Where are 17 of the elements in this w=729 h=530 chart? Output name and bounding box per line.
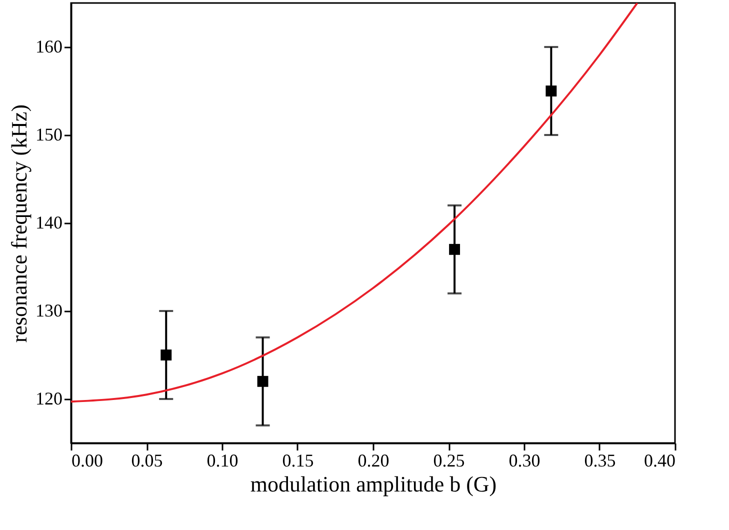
x-tick-label: 0.25 <box>433 450 465 470</box>
line-series <box>71 3 638 403</box>
y-tick-label: 160 <box>36 36 62 56</box>
x-tick-label: 0.35 <box>584 450 616 470</box>
x-tick-label: 0.05 <box>131 450 163 470</box>
y-tick-label: 130 <box>36 300 62 320</box>
y-tick-label: 140 <box>36 212 62 232</box>
x-tick-label: 0.40 <box>644 450 676 470</box>
x-tick-label: 0.30 <box>508 450 540 470</box>
y-axis-title: resonance frequency (kHz) <box>6 104 32 343</box>
x-axis-title: modulation amplitude b (G) <box>250 472 497 496</box>
x-tick-label: 0.15 <box>282 450 314 470</box>
x-tick-label: 0.10 <box>206 450 238 470</box>
y-tick-label: 150 <box>36 124 62 144</box>
x-tick-label: 0.20 <box>358 450 390 470</box>
x-tick-label: 0.00 <box>72 450 103 470</box>
y-tick-label: 120 <box>36 388 62 408</box>
